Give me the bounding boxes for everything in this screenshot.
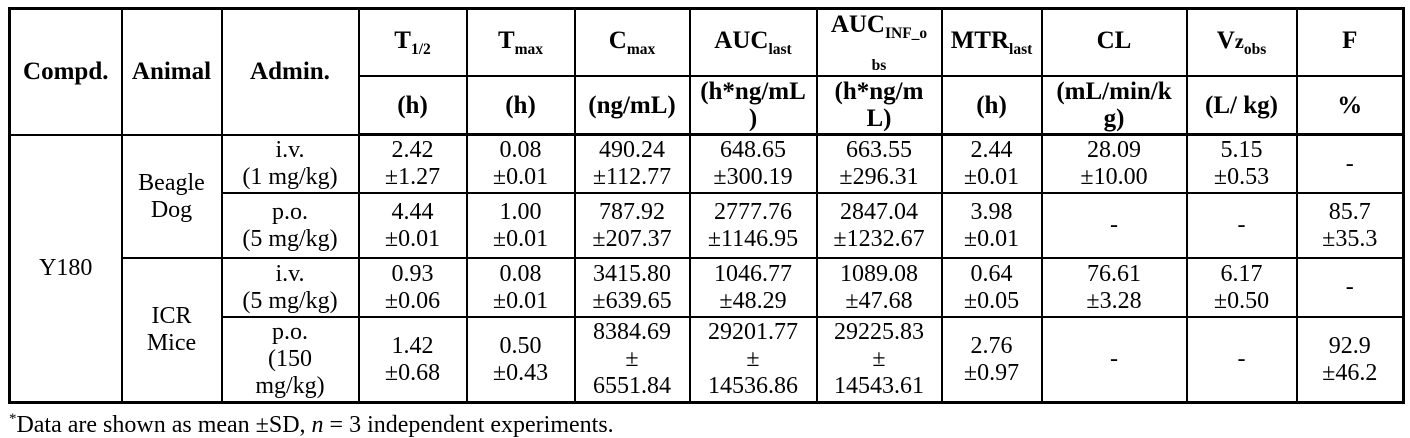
header-mtr-last-sub: last [1009, 40, 1033, 58]
cell-r1-vz-obs: - [1185, 192, 1298, 260]
cell-r0-c-max: 490.24 ±112.77 [573, 133, 691, 195]
cell-r2-f: - [1295, 257, 1405, 319]
cell-r0-auc-inf-obs: 663.55 ±296.31 [815, 133, 943, 195]
cell-r0-mtr-last: 2.44 ±0.01 [940, 133, 1043, 195]
table-row: p.o. (150 mg/kg) 1.42 ±0.68 0.50 ±0.43 8… [10, 316, 1405, 404]
header-cl-main: CL [1096, 26, 1132, 54]
cell-r0-t-half: 2.42 ±1.27 [357, 133, 468, 195]
cell-admin-iv-1mgkg: i.v. (1 mg/kg) [220, 133, 360, 195]
table-row: Y180 Beagle Dog i.v. (1 mg/kg) 2.42 ±1.2… [8, 133, 1405, 404]
header-vz-obs-main: V [1216, 26, 1235, 54]
header-auc-inf-obs-main: AUC [830, 11, 885, 38]
cell-r3-c-max: 8384.69 ± 6551.84 [573, 316, 691, 404]
header-compound: Compd. [8, 7, 123, 136]
cell-r3-auc-last: 29201.77 ± 14536.86 [688, 316, 818, 404]
cell-animal-beagle-dog: Beagle Dog [120, 133, 223, 260]
header-units-row: (h) (h) (ng/mL) (h*ng/mL ) (h*ng/m L) (h… [10, 75, 1405, 137]
header-auc-inf-obs-sub: INF_o bs [871, 25, 928, 74]
cell-r1-c-max: 787.92 ±207.37 [573, 192, 691, 260]
unit-c-max: (ng/mL) [573, 75, 691, 137]
cell-r3-vz-obs: - [1185, 316, 1298, 404]
footnote-text-post: = 3 independent experiments. [323, 411, 614, 438]
cell-r2-t-max: 0.08 ±0.01 [465, 257, 576, 319]
footnote-asterisk: * [9, 410, 17, 427]
header-t-max: Tmax [465, 7, 576, 78]
header-admin: Admin. [220, 7, 360, 136]
cell-r1-auc-inf-obs: 2847.04 ±1232.67 [815, 192, 943, 260]
cell-r2-cl: 76.61 ±3.28 [1040, 257, 1188, 319]
cell-r3-auc-inf-obs: 29225.83 ± 14543.61 [815, 316, 943, 404]
table-row: p.o. (5 mg/kg) 4.44 ±0.01 1.00 ±0.01 787… [10, 192, 1405, 260]
cell-r1-t-half: 4.44 ±0.01 [357, 192, 468, 260]
header-f: F [1295, 7, 1405, 78]
cell-r0-t-max: 0.08 ±0.01 [465, 133, 576, 195]
header-auc-last-sub: last [768, 40, 792, 58]
unit-mtr-last: (h) [940, 75, 1043, 137]
cell-r3-mtr-last: 2.76 ±0.97 [940, 316, 1043, 404]
header-f-main: F [1342, 26, 1358, 54]
header-c-max: Cmax [573, 7, 691, 78]
header-t-half-sub: 1/2 [410, 40, 431, 58]
unit-cl: (mL/min/k g) [1040, 75, 1188, 137]
cell-r2-auc-inf-obs: 1089.08 ±47.68 [815, 257, 943, 319]
cell-r1-cl: - [1040, 192, 1188, 260]
unit-auc-inf-obs: (h*ng/m L) [815, 75, 943, 137]
header-t-max-sub: max [514, 40, 544, 58]
footnote: *Data are shown as mean ±SD, n = 3 indep… [9, 411, 1410, 438]
cell-r0-cl: 28.09 ±10.00 [1040, 133, 1188, 195]
header-vz-obs: Vzobs [1185, 7, 1298, 78]
header-vz-obs-mid: z [1234, 30, 1244, 53]
cell-r2-c-max: 3415.80 ±639.65 [573, 257, 691, 319]
header-auc-last-main: AUC [714, 26, 769, 54]
cell-compound: Y180 [8, 133, 123, 404]
unit-f: % [1295, 75, 1405, 137]
cell-r3-cl: - [1040, 316, 1188, 404]
header-t-half: T1/2 [357, 7, 468, 78]
cell-animal-icr-mice: ICR Mice [120, 257, 223, 404]
header-auc-inf-obs: AUCINF_o bs [815, 7, 943, 78]
cell-r3-t-half: 1.42 ±0.68 [357, 316, 468, 404]
header-t-max-main: T [497, 26, 515, 54]
cell-r0-auc-last: 648.65 ±300.19 [688, 133, 818, 195]
cell-r2-mtr-last: 0.64 ±0.05 [940, 257, 1043, 319]
header-t-half-main: T [394, 26, 411, 54]
cell-admin-iv-5mgkg: i.v. (5 mg/kg) [220, 257, 360, 319]
cell-admin-po-5mgkg: p.o. (5 mg/kg) [220, 192, 360, 260]
unit-t-half: (h) [357, 75, 468, 137]
footnote-n-italic: n [311, 411, 324, 438]
cell-r3-f: 92.9 ±46.2 [1295, 316, 1405, 404]
cell-r1-t-max: 1.00 ±0.01 [465, 192, 576, 260]
table-row: ICR Mice i.v. (5 mg/kg) 0.93 ±0.06 0.08 … [10, 257, 1405, 404]
header-c-max-main: C [608, 26, 627, 54]
cell-r0-f: - [1295, 133, 1405, 195]
cell-r2-auc-last: 1046.77 ±48.29 [688, 257, 818, 319]
header-cl: CL [1040, 7, 1188, 78]
cell-r1-mtr-last: 3.98 ±0.01 [940, 192, 1043, 260]
header-mtr-last-main: MTR [950, 26, 1010, 54]
cell-r0-vz-obs: 5.15 ±0.53 [1185, 133, 1298, 195]
header-mtr-last: MTRlast [940, 7, 1043, 78]
cell-r2-t-half: 0.93 ±0.06 [357, 257, 468, 319]
cell-r1-auc-last: 2777.76 ±1146.95 [688, 192, 818, 260]
header-vz-obs-sub: obs [1243, 40, 1267, 58]
unit-vz-obs: (L/ kg) [1185, 75, 1298, 137]
cell-r1-f: 85.7 ±35.3 [1295, 192, 1405, 260]
cell-admin-po-150mgkg: p.o. (150 mg/kg) [220, 316, 360, 404]
unit-t-max: (h) [465, 75, 576, 137]
cell-r3-t-max: 0.50 ±0.43 [465, 316, 576, 404]
header-auc-last: AUClast [688, 7, 818, 78]
header-c-max-sub: max [626, 40, 656, 58]
unit-auc-last: (h*ng/mL ) [688, 75, 818, 137]
header-animal: Animal [120, 7, 223, 136]
cell-r2-vz-obs: 6.17 ±0.50 [1185, 257, 1298, 319]
header-title-row: Compd. Animal Admin. T1/2 Tmax Cmax AUCl… [8, 7, 1405, 136]
footnote-text-pre: Data are shown as mean ±SD, [16, 411, 312, 438]
pk-table: Compd. Animal Admin. T1/2 Tmax Cmax AUCl… [8, 7, 1405, 404]
